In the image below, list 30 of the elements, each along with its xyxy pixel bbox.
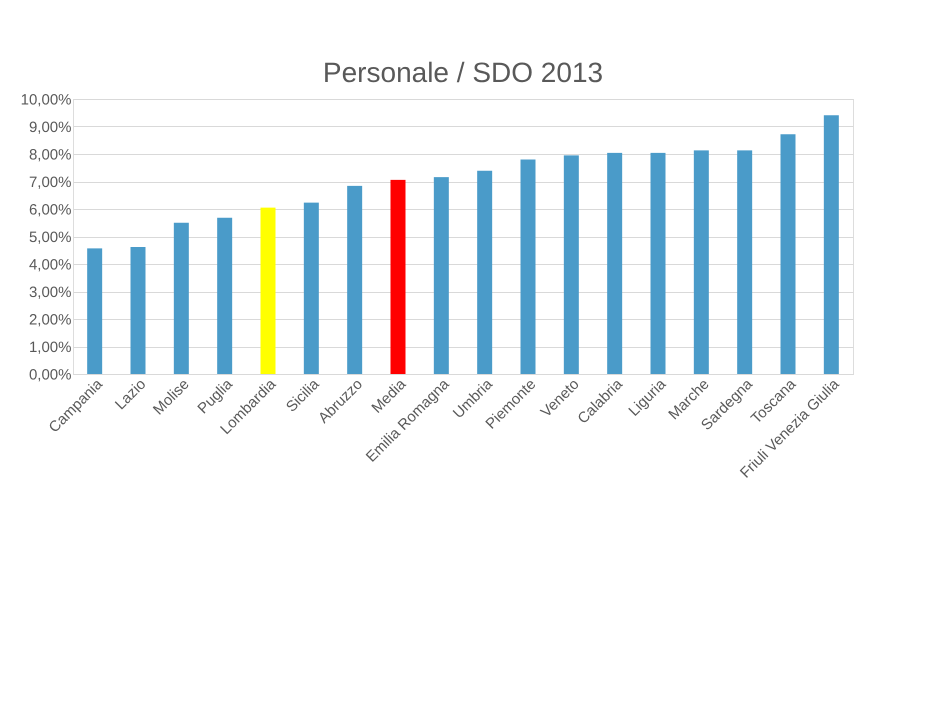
y-tick-label: 9,00%: [28, 119, 72, 136]
bar: [260, 208, 276, 374]
y-tick-label: 8,00%: [28, 146, 72, 164]
y-tick-label: 7,00%: [28, 174, 72, 191]
bar: [737, 150, 752, 374]
chart-title: Personale / SDO 2013: [322, 57, 604, 88]
y-tick-label: 3,00%: [28, 284, 72, 301]
y-tick-label: 2,00%: [28, 312, 72, 328]
bar: [477, 170, 492, 374]
y-tick-label: 5,00%: [28, 229, 72, 246]
bar: [174, 222, 189, 374]
bar: [780, 134, 796, 374]
y-tick-label: 10,00%: [20, 92, 72, 108]
y-tick-label: 0,00%: [28, 366, 72, 384]
bar: [824, 115, 839, 374]
bar: [607, 152, 622, 374]
bar: [694, 150, 709, 374]
bar: [520, 160, 536, 374]
y-tick-label: 4,00%: [28, 256, 72, 274]
bar: [564, 155, 579, 374]
y-tick-label: 6,00%: [28, 202, 72, 218]
bar: [130, 246, 146, 374]
bar: [87, 248, 102, 374]
bar: [217, 218, 232, 374]
bar: [347, 186, 362, 374]
y-tick-label: 1,00%: [28, 339, 72, 356]
bar: [434, 177, 449, 374]
bar: [390, 180, 406, 374]
bar: [304, 202, 319, 374]
bar: [650, 152, 666, 374]
